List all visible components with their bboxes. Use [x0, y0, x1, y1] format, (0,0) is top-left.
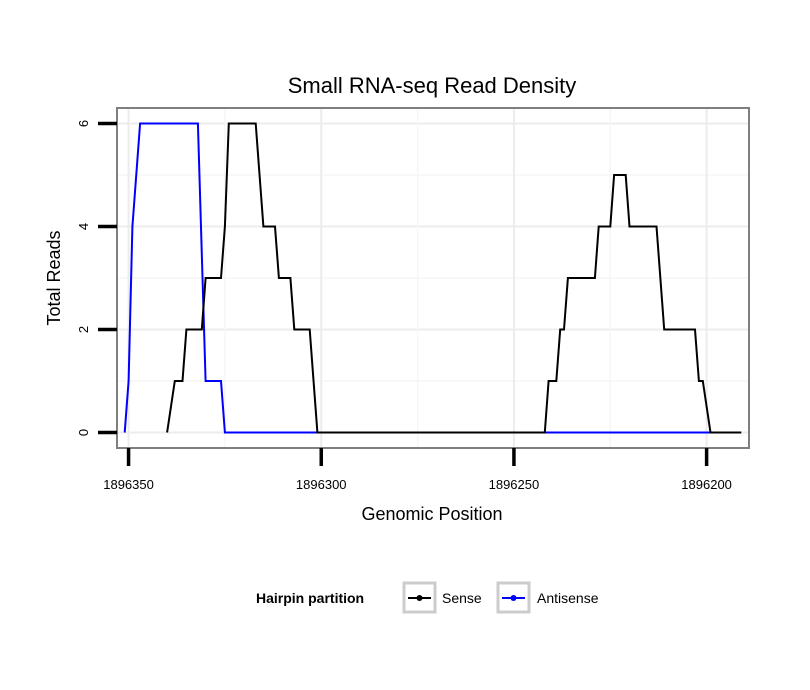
x-tick-label: 1896250 — [489, 477, 540, 492]
series-lines — [123, 122, 742, 434]
legend-label-sense: Sense — [442, 590, 482, 606]
x-tick-label: 1896300 — [296, 477, 347, 492]
x-tick-label: 1896350 — [103, 477, 154, 492]
grid — [117, 108, 749, 448]
y-tick-label: 0 — [76, 429, 91, 436]
series-line-sense — [166, 122, 742, 434]
legend: Hairpin partition Sense Antisense — [256, 581, 599, 614]
x-axis-title: Genomic Position — [361, 504, 502, 524]
legend-title: Hairpin partition — [256, 590, 364, 606]
legend-key-point — [510, 595, 517, 601]
y-tick-label: 4 — [76, 223, 91, 230]
x-axis: 1896350 1896300 1896250 1896200 — [103, 448, 732, 492]
x-tick-label: 1896200 — [681, 477, 732, 492]
y-tick-label: 6 — [76, 120, 91, 127]
plot-panel — [116, 107, 750, 449]
chart-title: Small RNA-seq Read Density — [288, 73, 577, 98]
y-axis: 0 2 4 6 — [76, 120, 117, 436]
legend-key-point — [416, 595, 423, 601]
y-tick-label: 2 — [76, 326, 91, 333]
legend-label-antisense: Antisense — [537, 590, 599, 606]
y-axis-title: Total Reads — [44, 230, 64, 325]
